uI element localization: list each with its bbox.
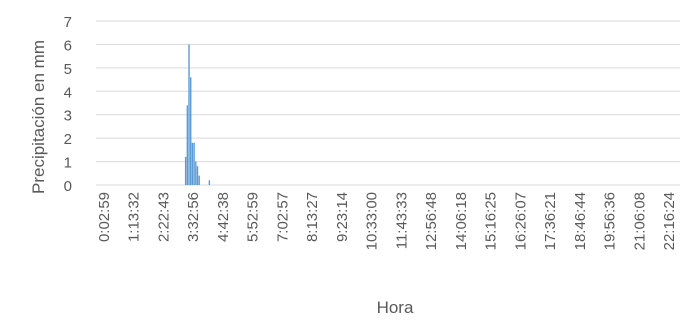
x-tick-label: 5:52:59	[245, 192, 262, 242]
x-tick-label: 15:16:25	[483, 192, 500, 250]
y-tick-label: 0	[64, 178, 72, 195]
x-tick-label: 7:02:57	[274, 192, 291, 242]
x-tick-label: 10:33:00	[364, 192, 381, 250]
x-tick-labels: 0:02:59 1:13:32 2:22:43 3:32:56 4:42:38 5:52:…	[96, 192, 678, 250]
x-tick-label: 1:13:32	[126, 192, 143, 242]
bar-9	[208, 180, 211, 185]
bar-1	[186, 105, 189, 185]
bar-0	[184, 156, 187, 185]
y-tick-label: 1	[64, 155, 72, 172]
bar-4	[191, 142, 194, 185]
x-tick-label: 18:46:44	[572, 192, 589, 250]
y-tick-label: 3	[64, 108, 72, 125]
x-tick-label: 16:26:07	[512, 192, 529, 250]
y-axis-title: Precipitación en mm	[29, 40, 48, 194]
gridlines	[96, 20, 680, 186]
x-tick-label: 21:06:08	[631, 192, 648, 250]
x-tick-label: 3:32:56	[185, 192, 202, 242]
y-tick-labels: 0 1 2 3 4 5 6 7	[64, 14, 72, 195]
y-tick-label: 7	[64, 14, 72, 31]
x-axis-title: Hora	[377, 298, 414, 317]
bar-7	[196, 166, 199, 185]
x-tick-label: 17:36:21	[542, 192, 559, 250]
x-tick-label: 14:06:18	[453, 192, 470, 250]
y-tick-label: 5	[64, 61, 72, 78]
x-tick-label: 8:13:27	[304, 192, 321, 242]
bar-8	[198, 175, 200, 185]
y-tick-label: 2	[64, 131, 72, 148]
x-tick-label: 19:56:36	[602, 192, 619, 250]
x-tick-label: 9:23:14	[334, 192, 351, 242]
x-tick-label: 4:42:38	[215, 192, 232, 242]
bar-2	[188, 44, 190, 185]
bar-6	[195, 161, 197, 185]
y-tick-label: 4	[64, 84, 72, 101]
bar-series	[184, 44, 211, 185]
y-tick-label: 6	[64, 37, 72, 54]
x-tick-label: 0:02:59	[96, 192, 113, 242]
x-tick-label: 22:16:24	[661, 192, 678, 250]
bar-3	[190, 77, 192, 185]
x-tick-label: 11:43:33	[393, 192, 410, 249]
bar-5	[193, 142, 195, 185]
x-tick-label: 2:22:43	[155, 192, 172, 242]
x-tick-label: 12:56:48	[423, 192, 440, 250]
